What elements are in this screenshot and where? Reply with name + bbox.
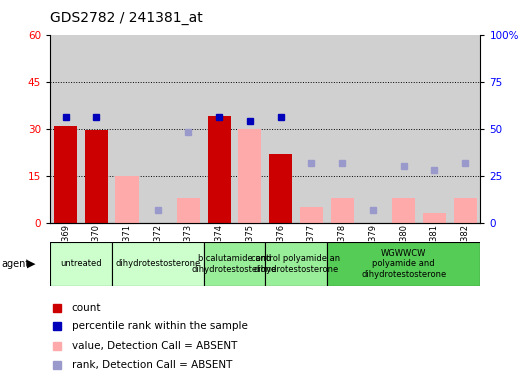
- Bar: [266, 35, 296, 223]
- Bar: [327, 242, 480, 286]
- Text: WGWWCW
polyamide and
dihydrotestosterone: WGWWCW polyamide and dihydrotestosterone: [361, 249, 446, 279]
- Bar: [50, 242, 111, 286]
- Bar: [269, 154, 292, 223]
- Bar: [54, 126, 77, 223]
- Bar: [296, 35, 327, 223]
- Bar: [81, 35, 111, 223]
- Text: count: count: [72, 303, 101, 313]
- Bar: [143, 35, 173, 223]
- Bar: [266, 242, 327, 286]
- Bar: [357, 35, 388, 223]
- Bar: [331, 198, 354, 223]
- Text: ▶: ▶: [27, 259, 36, 269]
- Text: percentile rank within the sample: percentile rank within the sample: [72, 321, 248, 331]
- Text: agent: agent: [1, 259, 30, 269]
- Bar: [208, 116, 231, 223]
- Text: value, Detection Call = ABSENT: value, Detection Call = ABSENT: [72, 341, 237, 351]
- Text: untreated: untreated: [60, 260, 102, 268]
- Bar: [392, 198, 415, 223]
- Bar: [177, 198, 200, 223]
- Bar: [204, 35, 234, 223]
- Bar: [423, 214, 446, 223]
- Bar: [327, 35, 357, 223]
- Bar: [50, 35, 81, 223]
- Text: bicalutamide and
dihydrotestosterone: bicalutamide and dihydrotestosterone: [192, 254, 277, 274]
- Bar: [173, 35, 204, 223]
- Bar: [111, 242, 204, 286]
- Bar: [450, 35, 480, 223]
- Bar: [204, 242, 266, 286]
- Text: rank, Detection Call = ABSENT: rank, Detection Call = ABSENT: [72, 360, 232, 370]
- Bar: [111, 35, 143, 223]
- Text: dihydrotestosterone: dihydrotestosterone: [115, 260, 200, 268]
- Text: GDS2782 / 241381_at: GDS2782 / 241381_at: [50, 11, 203, 25]
- Bar: [419, 35, 450, 223]
- Bar: [454, 198, 477, 223]
- Bar: [116, 176, 138, 223]
- Bar: [388, 35, 419, 223]
- Text: control polyamide an
dihydrotestosterone: control polyamide an dihydrotestosterone: [251, 254, 341, 274]
- Bar: [234, 35, 265, 223]
- Bar: [239, 129, 261, 223]
- Bar: [84, 130, 108, 223]
- Bar: [300, 207, 323, 223]
